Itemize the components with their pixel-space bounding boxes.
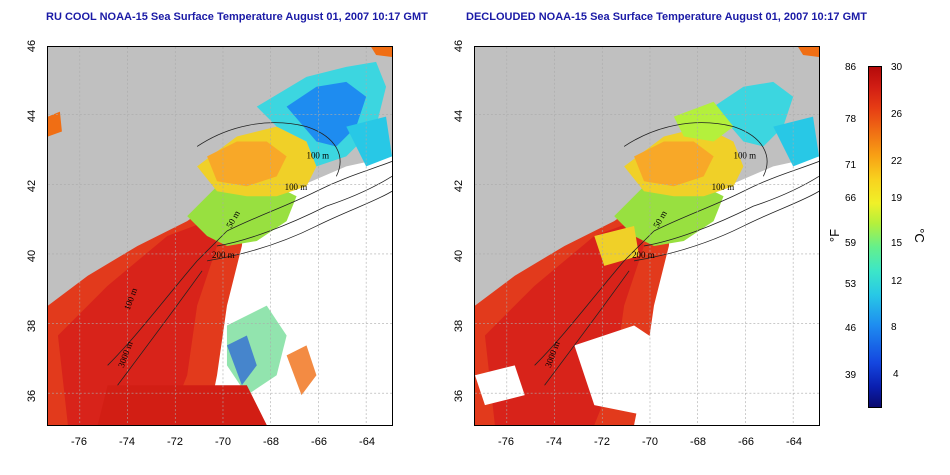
lat-tick: 44 (453, 109, 465, 123)
colorbar-c-label: 15 (891, 238, 903, 249)
fahrenheit-unit: °F (827, 228, 843, 243)
colorbar-f-label: 59 (845, 238, 857, 249)
colorbar-f-label: 71 (845, 160, 857, 171)
left-map-title: RU COOL NOAA-15 Sea Surface Temperature … (46, 11, 428, 23)
colorbar-f-label: 78 (845, 114, 857, 125)
colorbar-c-label: 22 (891, 156, 903, 167)
lon-tick: -64 (359, 436, 375, 448)
contour-label: 100 m (285, 182, 308, 192)
contour-label: 200 m (212, 250, 235, 260)
lon-tick: -68 (263, 436, 279, 448)
right-map-svg: 100 m 100 m 50 m 200 m 3000 m (475, 47, 819, 425)
colorbar-c-label: 8 (891, 322, 897, 333)
contour-label: 100 m (733, 150, 756, 160)
lon-tick: -72 (594, 436, 610, 448)
contour-label: 100 m (712, 182, 735, 192)
lat-tick: 38 (453, 319, 465, 333)
lat-tick: 42 (453, 179, 465, 193)
lon-tick: -76 (71, 436, 87, 448)
left-map-svg: 100 m 100 m 50 m 200 m 3000 m 100 m (48, 47, 392, 425)
left-sst-map: 100 m 100 m 50 m 200 m 3000 m 100 m (47, 46, 393, 426)
colorbar-f-label: 53 (845, 279, 857, 290)
lat-tick: 36 (453, 389, 465, 403)
lon-tick: -72 (167, 436, 183, 448)
contour-label: 200 m (632, 250, 655, 260)
lat-tick: 40 (26, 249, 38, 263)
lon-tick: -66 (738, 436, 754, 448)
lon-tick: -68 (690, 436, 706, 448)
lon-tick: -70 (215, 436, 231, 448)
colorbar-c-label: 26 (891, 109, 903, 120)
lon-tick: -70 (642, 436, 658, 448)
lat-tick: 36 (26, 389, 38, 403)
colorbar-f-label: 39 (845, 370, 857, 381)
colorbar-c-label: 12 (891, 276, 903, 287)
lon-tick: -74 (119, 436, 135, 448)
colorbar-c-label: 19 (891, 193, 903, 204)
right-map-title: DECLOUDED NOAA-15 Sea Surface Temperatur… (466, 11, 868, 23)
lat-tick: 42 (26, 179, 38, 193)
lon-tick: -64 (786, 436, 802, 448)
lat-tick: 46 (26, 39, 38, 53)
colorbar-c-label: 30 (891, 62, 903, 73)
lat-tick: 46 (453, 39, 465, 53)
lat-tick: 44 (26, 109, 38, 123)
colorbar-c-label: 4 (893, 369, 899, 380)
colorbar-f-label: 86 (845, 62, 857, 73)
contour-label: 100 m (306, 150, 329, 160)
colorbar-f-label: 46 (845, 323, 857, 334)
temperature-colorbar (868, 66, 882, 408)
lat-tick: 38 (26, 319, 38, 333)
right-sst-map: 100 m 100 m 50 m 200 m 3000 m (474, 46, 820, 426)
colorbar-f-label: 66 (845, 193, 857, 204)
lat-tick: 40 (453, 249, 465, 263)
celsius-unit: °C (911, 228, 927, 243)
lon-tick: -74 (546, 436, 562, 448)
lon-tick: -66 (311, 436, 327, 448)
lon-tick: -76 (498, 436, 514, 448)
